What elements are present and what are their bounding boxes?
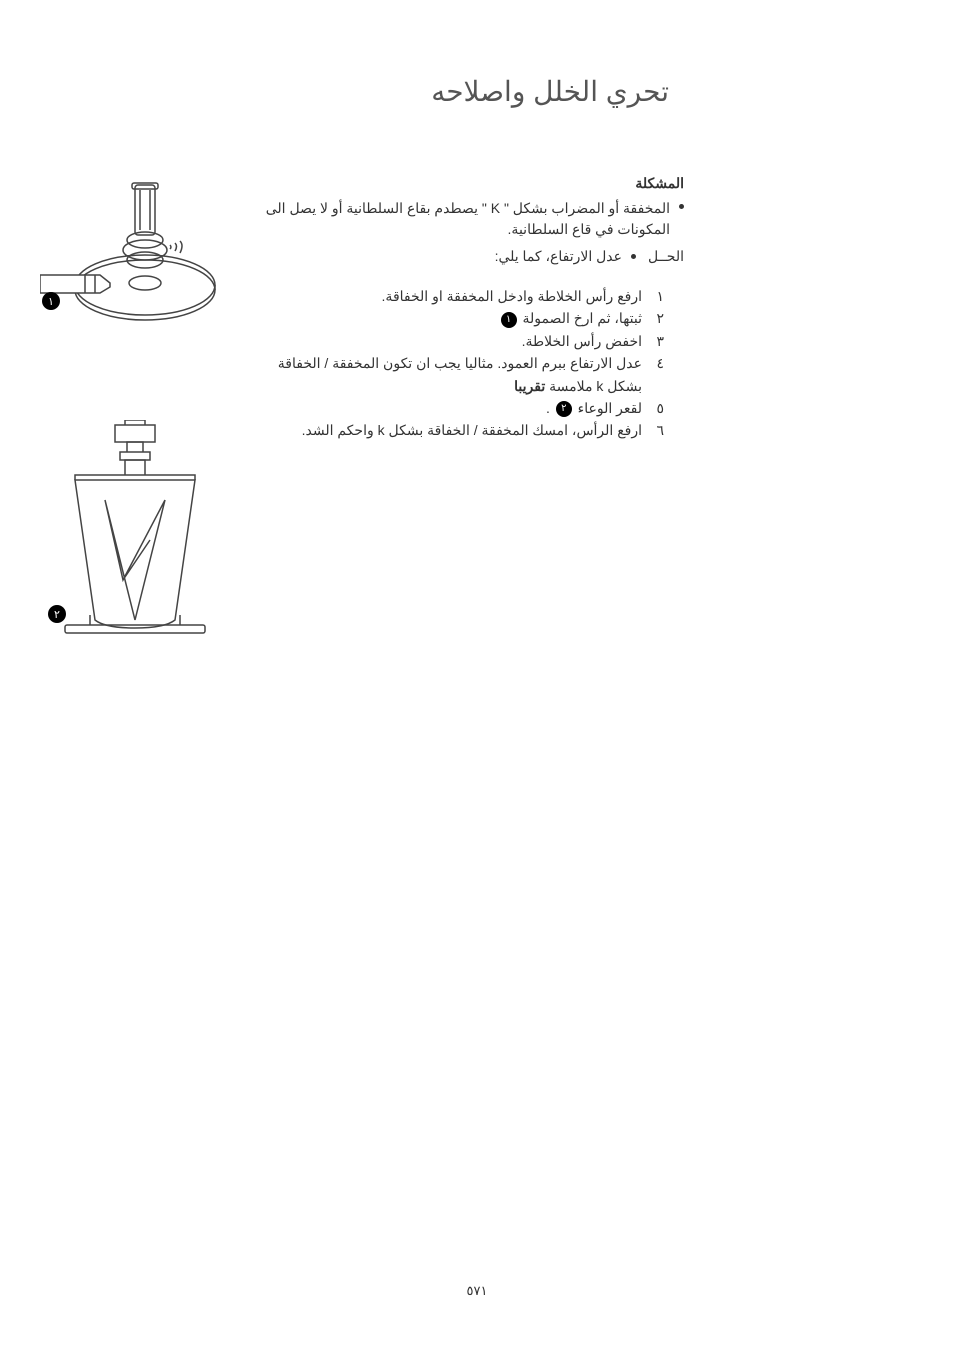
step-text-before: لقعر الوعاء bbox=[574, 400, 642, 416]
step-num: ٣ bbox=[652, 330, 664, 352]
figure-1-nut-adjustment bbox=[40, 175, 250, 340]
solution-text: عدل الارتفاع، كما يلي: bbox=[495, 248, 636, 265]
step-5: ٥ لقعر الوعاء ٢ . bbox=[264, 397, 664, 419]
step-num: ٢ bbox=[652, 307, 664, 329]
page-number: ٥٧١ bbox=[467, 1283, 488, 1299]
reference-badge-1: ١ bbox=[501, 312, 517, 328]
step-text: عدل الارتفاع ببرم العمود. مثاليا يجب ان … bbox=[264, 352, 642, 397]
bullet-icon bbox=[631, 254, 636, 259]
step-3: ٣ اخفض رأس الخلاطة. bbox=[264, 330, 664, 352]
step-text: اخفض رأس الخلاطة. bbox=[264, 330, 642, 352]
step-text: ارفع رأس الخلاطة وادخل المخفقة او الخفاق… bbox=[264, 285, 642, 307]
step-text-before: ثبتها، ثم ارخ الصمولة bbox=[519, 310, 642, 326]
step-text-before: عدل الارتفاع ببرم العمود. مثاليا يجب ان … bbox=[278, 355, 642, 393]
step-text: ثبتها، ثم ارخ الصمولة ١ bbox=[264, 307, 642, 329]
step-1: ١ ارفع رأس الخلاطة وادخل المخفقة او الخف… bbox=[264, 285, 664, 307]
step-text: ارفع الرأس، امسك المخفقة / الخفاقة بشكل … bbox=[264, 419, 642, 441]
solution-body: عدل الارتفاع، كما يلي: bbox=[495, 248, 622, 264]
step-num: ٥ bbox=[652, 397, 664, 419]
steps-list: ١ ارفع رأس الخلاطة وادخل المخفقة او الخف… bbox=[264, 285, 664, 442]
problem-label: المشكلة bbox=[264, 175, 684, 192]
step-num: ٦ bbox=[652, 419, 664, 441]
bullet-icon bbox=[679, 204, 684, 209]
problem-text: المخفقة أو المضراب بشكل " K " يصطدم بقاع… bbox=[264, 198, 684, 240]
step-4: ٤ عدل الارتفاع ببرم العمود. مثاليا يجب ا… bbox=[264, 352, 664, 397]
step-text: لقعر الوعاء ٢ . bbox=[264, 397, 642, 419]
figure-2-label: ٢ bbox=[48, 605, 66, 623]
step-6: ٦ ارفع الرأس، امسك المخفقة / الخفاقة بشك… bbox=[264, 419, 664, 441]
step-num: ٤ bbox=[652, 352, 664, 397]
nut-adjustment-icon bbox=[40, 175, 250, 340]
bowl-mixer-icon bbox=[45, 420, 225, 645]
figure-2-bowl-mixer bbox=[45, 420, 225, 645]
figure-1-label: ١ bbox=[42, 292, 60, 310]
problem-body: المخفقة أو المضراب بشكل " K " يصطدم بقاع… bbox=[266, 200, 670, 237]
step-bold: تقريبا bbox=[514, 378, 545, 394]
step-text-after: . bbox=[546, 400, 550, 416]
page-title: تحري الخلل واصلاحه bbox=[431, 75, 669, 108]
solution-label: الحــل bbox=[648, 248, 684, 265]
step-2: ٢ ثبتها، ثم ارخ الصمولة ١ bbox=[264, 307, 664, 329]
step-num: ١ bbox=[652, 285, 664, 307]
reference-badge-2: ٢ bbox=[556, 401, 572, 417]
solution-row: الحــل عدل الارتفاع، كما يلي: bbox=[264, 248, 684, 265]
content-area: المشكلة المخفقة أو المضراب بشكل " K " يص… bbox=[264, 175, 684, 442]
